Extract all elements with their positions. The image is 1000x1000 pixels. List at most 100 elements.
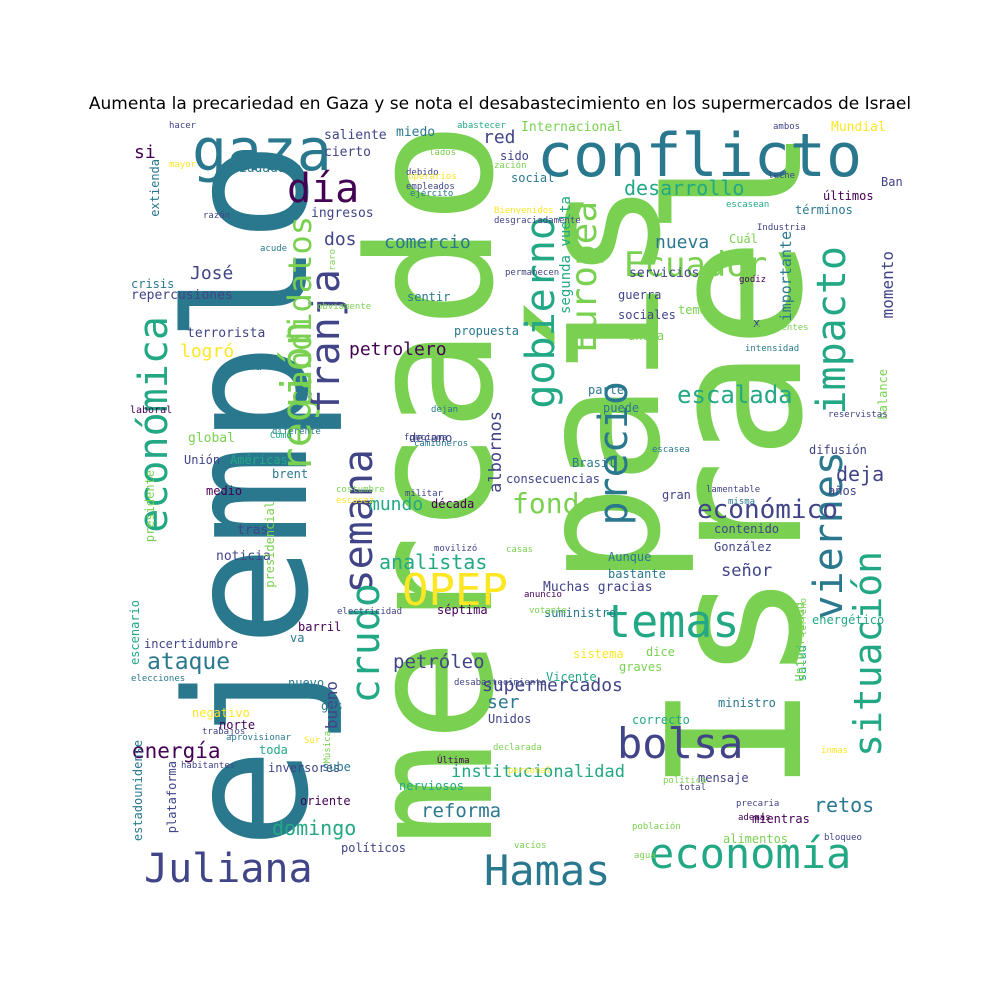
- word: importante: [777, 231, 795, 322]
- word: obviamente: [317, 302, 372, 312]
- word: mayor: [169, 160, 197, 170]
- word: x: [753, 316, 761, 330]
- word: va: [290, 631, 305, 645]
- word: Mundial: [831, 121, 886, 135]
- word: ministro: [718, 696, 776, 710]
- word: camioneros: [414, 439, 469, 449]
- word: Unión: [184, 453, 221, 467]
- word: sentir: [407, 290, 451, 304]
- word: sociales: [618, 308, 676, 322]
- word: puede: [603, 401, 640, 415]
- word: Juliana: [144, 846, 313, 892]
- word: dos: [324, 229, 357, 250]
- word: diferente: [272, 427, 321, 437]
- word: deja: [836, 462, 885, 486]
- word: tras: [237, 523, 269, 538]
- word: intensidad: [745, 344, 800, 354]
- word: Sur: [304, 736, 321, 746]
- word: ambos: [773, 122, 801, 132]
- word: reservistas: [828, 410, 888, 420]
- word: lados: [429, 148, 457, 158]
- word: Música: [323, 731, 333, 764]
- word: Industria: [757, 223, 806, 233]
- word: términos: [795, 203, 853, 217]
- word: anuncio: [524, 590, 562, 600]
- word: acude: [260, 244, 288, 254]
- word: escalada: [677, 381, 793, 409]
- word: desarrollo: [624, 176, 745, 200]
- word: habitantes: [181, 761, 236, 771]
- word: retos: [814, 793, 875, 817]
- word: desgraciadamente: [494, 216, 581, 226]
- word: Hamas: [484, 846, 611, 895]
- word: reforma: [421, 800, 502, 822]
- word: desabastecimiento: [454, 678, 547, 688]
- word: José: [190, 263, 234, 284]
- word: económico: [697, 495, 838, 525]
- word: fondo: [512, 487, 597, 520]
- word: miedo: [396, 125, 436, 140]
- word: Última: [437, 756, 470, 766]
- word: energético: [812, 613, 885, 627]
- word-cloud: Israel ejemplo mercado país conflicto gaza día…: [124, 121, 902, 899]
- word: OPEP: [402, 565, 508, 616]
- word: debido: [406, 168, 439, 178]
- word: gran: [662, 488, 691, 502]
- word: toda: [259, 743, 288, 757]
- word: política: [663, 776, 707, 786]
- word: mientras: [752, 812, 810, 826]
- word: además: [738, 813, 771, 823]
- word: ahora: [628, 329, 665, 343]
- word: medio: [206, 484, 243, 498]
- word: situación: [846, 551, 890, 757]
- chart-title: Aumenta la precariedad en Gaza y se nota…: [88, 94, 912, 114]
- word: agua: [634, 851, 656, 861]
- word: empleados: [406, 182, 455, 192]
- word: extienda: [148, 159, 162, 217]
- word: suficientes: [749, 323, 809, 333]
- word: dejan: [431, 405, 459, 415]
- word: albornos: [486, 411, 506, 493]
- word: cierto: [324, 145, 371, 160]
- word: declarada: [493, 743, 542, 753]
- word: ejército: [410, 189, 454, 199]
- word: domingo: [272, 816, 357, 840]
- word: global: [188, 431, 235, 446]
- word: impacto: [809, 246, 855, 415]
- word: mensaje: [698, 771, 749, 785]
- word: correcto: [632, 713, 690, 727]
- word: segunda vuelta: [558, 196, 574, 315]
- word: red: [483, 127, 516, 148]
- word: día: [287, 166, 360, 212]
- word: mundo: [369, 494, 424, 515]
- word: petrolero: [349, 339, 447, 360]
- word: ataque: [147, 649, 231, 675]
- word: Banco: [881, 175, 902, 189]
- word: repercusiones: [131, 288, 233, 303]
- word: permanecen: [505, 268, 560, 278]
- word: supermercados: [482, 675, 623, 696]
- word: costumbre: [336, 485, 385, 495]
- word: últimos: [823, 189, 874, 203]
- word: estadounidense: [131, 740, 145, 842]
- word: década: [431, 497, 475, 511]
- word: Cuál: [729, 232, 758, 246]
- word: consecuencias: [506, 472, 600, 486]
- word: norte: [219, 718, 256, 732]
- word: González: [714, 540, 772, 554]
- word: leche: [768, 171, 796, 181]
- word: contenido: [714, 522, 780, 536]
- word: operarios: [408, 172, 457, 182]
- word: Vicente: [546, 670, 597, 684]
- word: casas: [506, 545, 534, 555]
- word: terreno: [799, 598, 809, 636]
- word: difusión: [809, 443, 867, 457]
- word: años: [828, 484, 857, 498]
- word: ciudadano: [231, 161, 302, 176]
- word: sistema: [573, 647, 624, 661]
- word: escasez: [336, 496, 374, 506]
- word: economía: [649, 829, 852, 878]
- word: presidente: [143, 470, 157, 543]
- word: raro: [328, 249, 338, 271]
- word: sube: [322, 760, 351, 774]
